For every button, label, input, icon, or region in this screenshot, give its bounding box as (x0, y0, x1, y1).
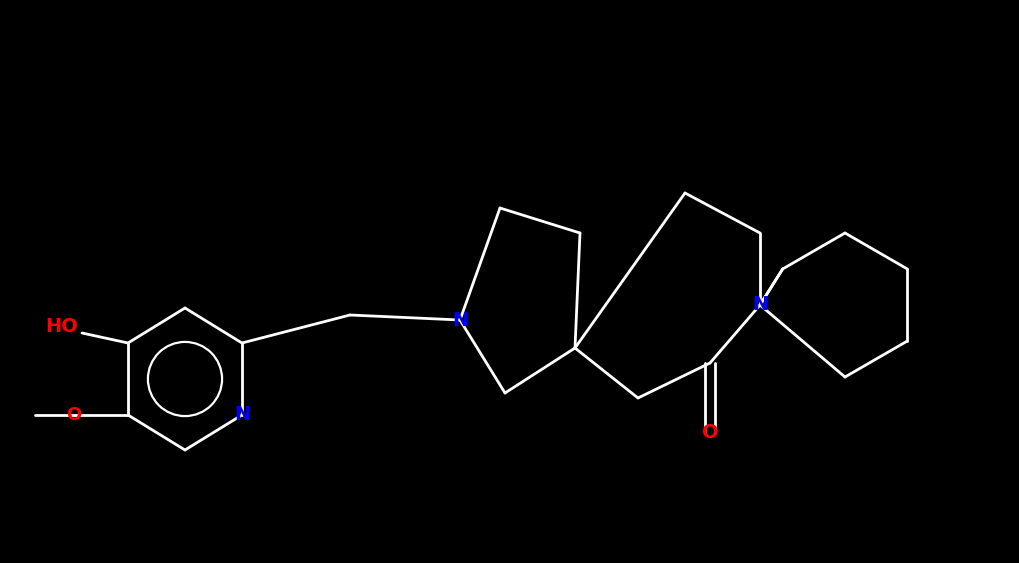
Text: O: O (66, 406, 82, 424)
Text: N: N (751, 296, 767, 315)
Text: N: N (233, 405, 250, 425)
Text: N: N (451, 311, 468, 329)
Text: O: O (701, 423, 717, 443)
Text: HO: HO (46, 316, 78, 336)
